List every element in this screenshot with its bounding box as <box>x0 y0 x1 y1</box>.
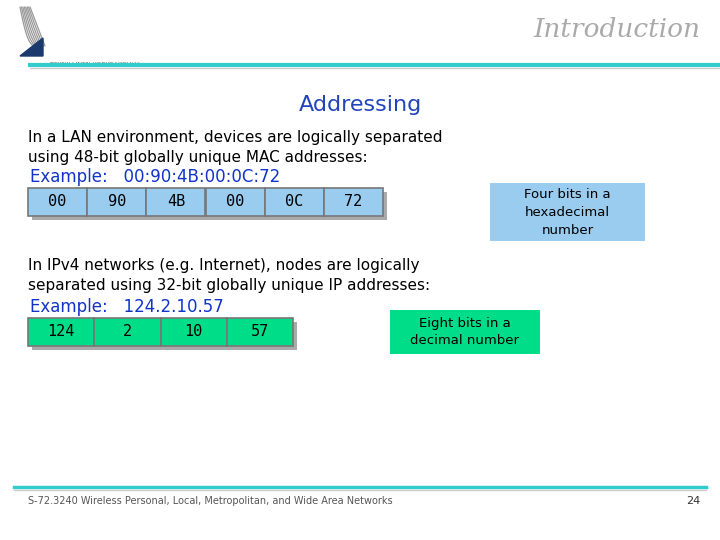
FancyBboxPatch shape <box>146 188 205 216</box>
Text: Introduction: Introduction <box>533 17 700 42</box>
FancyBboxPatch shape <box>87 188 146 216</box>
Text: 24: 24 <box>685 496 700 506</box>
Text: Eight bits in a
decimal number: Eight bits in a decimal number <box>410 316 520 348</box>
FancyBboxPatch shape <box>390 310 540 354</box>
Text: 00: 00 <box>48 194 67 210</box>
FancyBboxPatch shape <box>265 188 324 216</box>
FancyBboxPatch shape <box>94 318 161 346</box>
Text: Addressing: Addressing <box>298 95 422 115</box>
Text: 10: 10 <box>184 325 203 340</box>
Text: using 48-bit globally unique MAC addresses:: using 48-bit globally unique MAC address… <box>28 150 368 165</box>
FancyBboxPatch shape <box>28 318 94 346</box>
Text: 124: 124 <box>48 325 75 340</box>
Text: 0C: 0C <box>285 194 303 210</box>
Text: 72: 72 <box>344 194 363 210</box>
FancyBboxPatch shape <box>490 183 645 241</box>
FancyBboxPatch shape <box>161 318 227 346</box>
Text: S-72.3240 Wireless Personal, Local, Metropolitan, and Wide Area Networks: S-72.3240 Wireless Personal, Local, Metr… <box>28 496 392 506</box>
Text: In IPv4 networks (e.g. Internet), nodes are logically: In IPv4 networks (e.g. Internet), nodes … <box>28 258 420 273</box>
Text: 4B: 4B <box>167 194 185 210</box>
Text: separated using 32-bit globally unique IP addresses:: separated using 32-bit globally unique I… <box>28 278 430 293</box>
Text: Example:   124.2.10.57: Example: 124.2.10.57 <box>30 298 224 316</box>
FancyBboxPatch shape <box>32 322 297 350</box>
Text: 90: 90 <box>107 194 126 210</box>
FancyBboxPatch shape <box>227 318 293 346</box>
FancyBboxPatch shape <box>205 188 265 216</box>
Text: Example:   00:90:4B:00:0C:72: Example: 00:90:4B:00:0C:72 <box>30 168 280 186</box>
Text: TEKNILLINEN KORKEAKOULU: TEKNILLINEN KORKEAKOULU <box>50 62 139 67</box>
Text: Four bits in a
hexadecimal
number: Four bits in a hexadecimal number <box>524 187 611 237</box>
FancyBboxPatch shape <box>28 188 87 216</box>
FancyBboxPatch shape <box>324 188 383 216</box>
Text: 57: 57 <box>251 325 269 340</box>
Text: 00: 00 <box>226 194 244 210</box>
Text: 2: 2 <box>123 325 132 340</box>
Text: In a LAN environment, devices are logically separated: In a LAN environment, devices are logica… <box>28 130 443 145</box>
Polygon shape <box>20 38 43 56</box>
FancyBboxPatch shape <box>32 192 387 220</box>
